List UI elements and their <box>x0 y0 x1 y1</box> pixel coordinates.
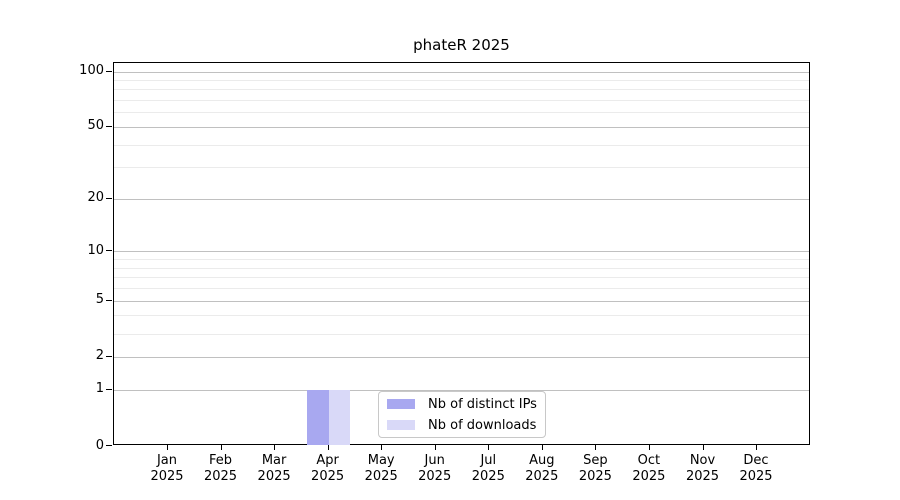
minor-gridline-30 <box>114 167 809 169</box>
legend-item-downloads: Nb of downloads <box>387 418 545 433</box>
minor-gridline-9 <box>114 259 809 261</box>
xtick-mark-nov <box>702 445 704 450</box>
xtick-mark-jul <box>488 445 490 450</box>
ytick-label-1: 1 <box>95 381 104 397</box>
ytick-label-5: 5 <box>95 292 104 308</box>
xtick-label-jul: Jul 2025 <box>471 453 505 484</box>
major-gridline-2 <box>114 356 809 358</box>
minor-gridline-90 <box>114 80 809 81</box>
xtick-label-may: May 2025 <box>364 453 398 484</box>
major-gridline-50 <box>114 126 809 128</box>
minor-gridline-7 <box>114 277 809 279</box>
ytick-mark-100 <box>106 70 112 72</box>
plot-area <box>113 62 810 445</box>
ytick-label-10: 10 <box>87 242 104 258</box>
ytick-label-2: 2 <box>95 348 104 364</box>
legend-item-distinct-ips: Nb of distinct IPs <box>387 397 545 412</box>
ytick-mark-0 <box>106 445 112 446</box>
xtick-mark-may <box>381 445 383 450</box>
xtick-mark-oct <box>648 445 650 450</box>
ytick-label-0: 0 <box>95 437 104 453</box>
minor-gridline-80 <box>114 89 809 91</box>
major-gridline-1 <box>114 389 809 391</box>
xtick-mark-apr <box>327 445 329 450</box>
ytick-mark-10 <box>106 250 112 252</box>
legend-label-distinct-ips: Nb of distinct IPs <box>428 396 537 412</box>
minor-gridline-8 <box>114 267 809 269</box>
xtick-mark-mar <box>274 445 276 450</box>
legend: Nb of distinct IPs Nb of downloads <box>378 391 546 438</box>
xtick-label-dec: Dec 2025 <box>739 453 773 484</box>
xtick-mark-jun <box>434 445 436 450</box>
legend-swatch-downloads <box>387 420 415 430</box>
ytick-mark-50 <box>106 125 112 127</box>
ytick-mark-5 <box>106 299 112 301</box>
major-gridline-20 <box>114 198 809 200</box>
minor-gridline-6 <box>114 288 809 290</box>
xtick-label-nov: Nov 2025 <box>685 453 720 484</box>
ytick-mark-1 <box>106 388 112 390</box>
minor-gridline-4 <box>114 315 809 317</box>
xtick-label-mar: Mar 2025 <box>257 453 291 484</box>
xtick-label-apr: Apr 2025 <box>311 453 345 484</box>
xtick-label-sep: Sep 2025 <box>578 453 612 484</box>
minor-gridline-3 <box>114 333 809 335</box>
minor-gridline-60 <box>114 112 809 114</box>
ytick-label-20: 20 <box>87 190 104 206</box>
major-gridline-100 <box>114 71 809 73</box>
bar-nb-of-downloads-apr <box>328 389 350 445</box>
major-gridline-10 <box>114 251 809 253</box>
minor-gridline-70 <box>114 100 809 102</box>
major-gridline-5 <box>114 300 809 302</box>
legend-swatch-distinct-ips <box>387 399 415 409</box>
xtick-mark-aug <box>541 445 543 450</box>
ytick-label-50: 50 <box>87 118 104 134</box>
xtick-label-aug: Aug 2025 <box>525 453 559 484</box>
ytick-label-100: 100 <box>79 63 104 78</box>
xtick-mark-jan <box>167 445 168 450</box>
xtick-label-jun: Jun 2025 <box>418 453 452 484</box>
xtick-mark-feb <box>220 445 222 450</box>
xtick-label-jan: Jan 2025 <box>150 453 184 484</box>
bar-nb-of-distinct-ips-apr <box>307 389 329 445</box>
xtick-mark-sep <box>595 445 597 450</box>
xtick-label-oct: Oct 2025 <box>632 453 666 484</box>
chart-title: phateR 2025 <box>413 36 510 54</box>
xtick-label-feb: Feb 2025 <box>203 453 238 484</box>
xtick-mark-dec <box>756 445 757 450</box>
ytick-mark-20 <box>106 197 112 199</box>
ytick-mark-2 <box>106 355 112 357</box>
legend-label-downloads: Nb of downloads <box>428 417 537 433</box>
minor-gridline-40 <box>114 144 809 146</box>
